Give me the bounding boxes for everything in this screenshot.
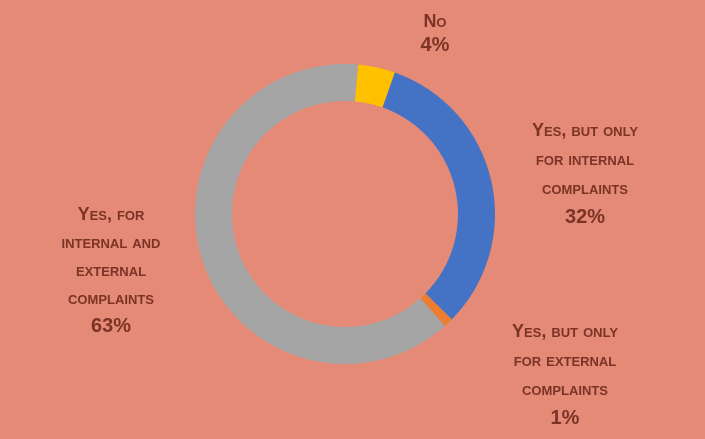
slice-label-line: No: [423, 11, 446, 31]
slice-label-2: Yes, but only for external complaints 1%: [512, 321, 618, 429]
donut-slice-3: [195, 64, 445, 364]
slice-label-3: Yes, for internal and external complaints 63…: [62, 204, 161, 337]
slice-label-line: external: [76, 260, 146, 280]
slice-label-line: Yes, for: [78, 204, 145, 224]
slice-label-line: complaints: [68, 288, 154, 308]
slice-label-0: No 4%: [421, 11, 450, 56]
slice-label-line: internal and: [62, 232, 161, 252]
slice-label-line: complaints: [522, 379, 608, 399]
slice-label-text-0: No 4%: [421, 11, 450, 56]
slice-label-line: Yes, but only: [512, 321, 618, 341]
slice-label-text-1: Yes, but only for internal complaints 32%: [532, 120, 638, 228]
donut-slice-2: [420, 293, 452, 326]
donut-slice-0: [354, 64, 395, 108]
slice-label-line: Yes, but only: [532, 120, 638, 140]
slice-label-line: complaints: [542, 178, 628, 198]
donut-slice-1: [382, 72, 495, 320]
slice-percent-label: 32%: [565, 206, 605, 228]
donut-slices: [195, 64, 495, 364]
slice-percent-label: 4%: [421, 34, 450, 56]
slice-percent-label: 1%: [551, 407, 580, 429]
slice-label-text-3: Yes, for internal and external complaints 63…: [62, 204, 161, 337]
slice-percent-label: 63%: [91, 315, 131, 337]
slice-label-1: Yes, but only for internal complaints 32%: [532, 120, 638, 228]
slice-labels: No 4% Yes, but only for internal complaints 3…: [62, 11, 639, 429]
slice-label-text-2: Yes, but only for external complaints 1%: [512, 321, 618, 429]
slice-label-line: for internal: [536, 149, 634, 169]
slice-label-line: for external: [514, 350, 617, 370]
